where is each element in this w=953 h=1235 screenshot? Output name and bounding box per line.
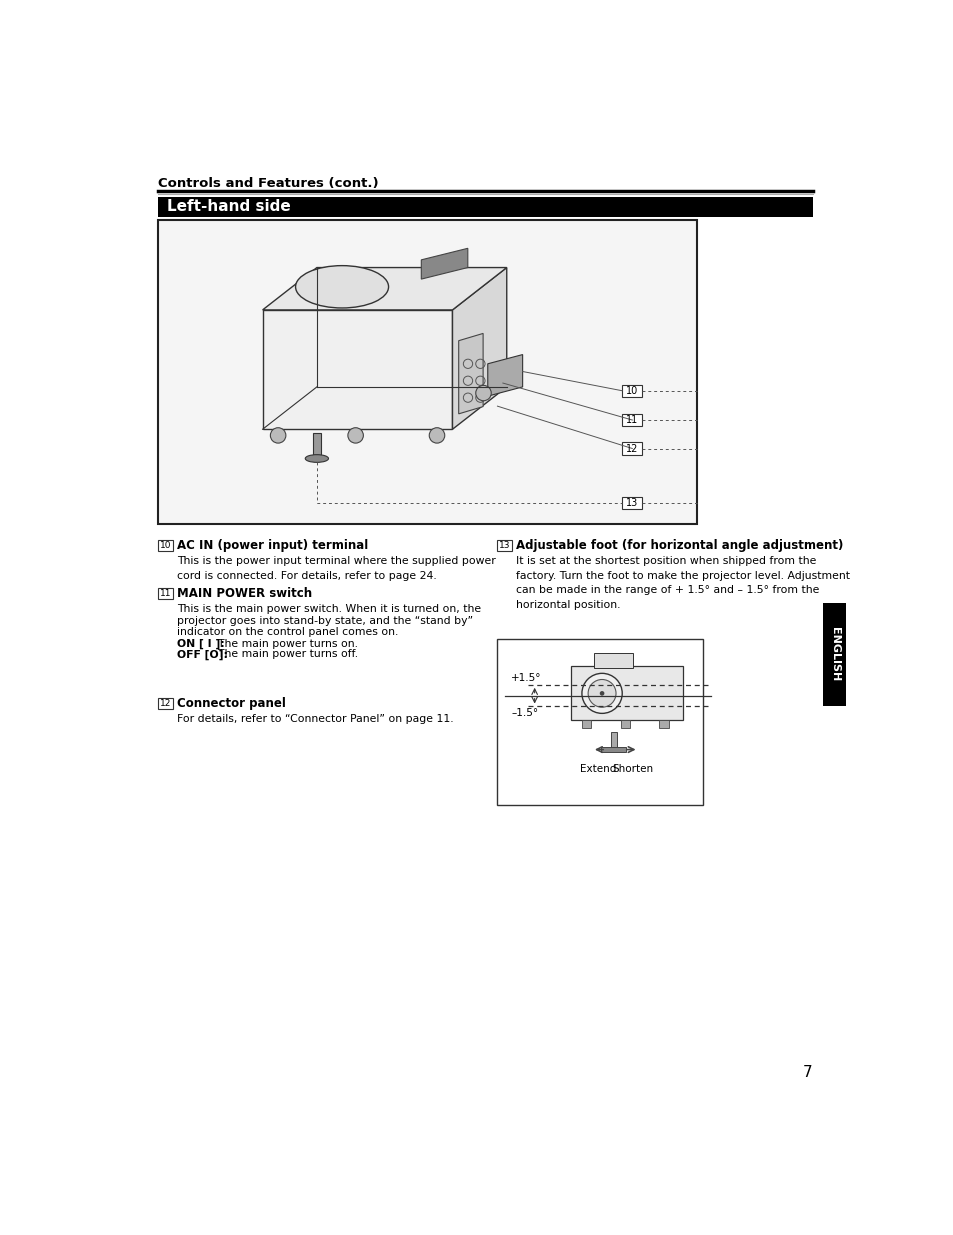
Text: ENGLISH: ENGLISH — [829, 627, 839, 682]
Bar — [158, 698, 172, 709]
Bar — [621, 442, 641, 454]
Bar — [610, 732, 617, 747]
Bar — [621, 414, 641, 426]
Ellipse shape — [305, 454, 328, 462]
Text: The main power turns off.: The main power turns off. — [211, 650, 357, 659]
Text: –1.5°: –1.5° — [511, 708, 537, 718]
Text: Extend: Extend — [579, 764, 616, 774]
Circle shape — [581, 673, 621, 714]
Bar — [158, 196, 812, 216]
Bar — [158, 588, 172, 599]
Text: 12: 12 — [159, 699, 171, 708]
Text: 10: 10 — [625, 385, 638, 395]
Polygon shape — [458, 333, 482, 414]
Text: Controls and Features (cont.): Controls and Features (cont.) — [158, 178, 378, 190]
Text: projector goes into stand-by state, and the “stand by”: projector goes into stand-by state, and … — [176, 615, 473, 626]
Text: Adjustable foot (for horizontal angle adjustment): Adjustable foot (for horizontal angle ad… — [516, 538, 842, 552]
Text: 11: 11 — [625, 415, 638, 425]
Polygon shape — [487, 354, 522, 396]
Text: For details, refer to “Connector Panel” on page 11.: For details, refer to “Connector Panel” … — [176, 714, 453, 724]
Text: MAIN POWER switch: MAIN POWER switch — [176, 587, 312, 600]
Text: indicator on the control panel comes on.: indicator on the control panel comes on. — [176, 627, 397, 637]
Text: This is the main power switch. When it is turned on, the: This is the main power switch. When it i… — [176, 604, 480, 614]
Bar — [659, 720, 668, 727]
Bar — [822, 603, 845, 706]
Bar — [621, 384, 641, 396]
Text: Left-hand side: Left-hand side — [167, 199, 291, 214]
Text: The main power turns on.: The main power turns on. — [211, 638, 357, 648]
Circle shape — [476, 385, 491, 401]
Circle shape — [270, 427, 286, 443]
Text: It is set at the shortest position when shipped from the
factory. Turn the foot : It is set at the shortest position when … — [516, 556, 849, 610]
Text: 11: 11 — [159, 589, 171, 598]
Polygon shape — [452, 268, 506, 430]
Text: AC IN (power input) terminal: AC IN (power input) terminal — [176, 538, 368, 552]
Circle shape — [429, 427, 444, 443]
Bar — [600, 747, 625, 752]
Text: 12: 12 — [625, 443, 638, 453]
Text: Connector panel: Connector panel — [176, 697, 285, 710]
Text: Shorten: Shorten — [612, 764, 653, 774]
Text: This is the power input terminal where the supplied power
cord is connected. For: This is the power input terminal where t… — [176, 556, 495, 580]
Text: 13: 13 — [498, 541, 510, 550]
Polygon shape — [421, 248, 467, 279]
Text: +1.5°: +1.5° — [511, 673, 541, 683]
Text: 10: 10 — [159, 541, 171, 550]
Text: ON [ I ]:: ON [ I ]: — [176, 638, 224, 648]
Bar — [594, 652, 633, 668]
Bar — [620, 720, 629, 727]
Polygon shape — [262, 310, 452, 430]
Bar — [571, 667, 682, 720]
Polygon shape — [262, 268, 506, 310]
Text: 7: 7 — [802, 1065, 812, 1079]
Text: OFF [O]:: OFF [O]: — [176, 650, 228, 659]
Circle shape — [599, 692, 604, 695]
Text: 13: 13 — [625, 498, 638, 508]
Bar — [158, 220, 696, 524]
Circle shape — [348, 427, 363, 443]
Bar — [621, 496, 641, 509]
Bar — [313, 433, 320, 454]
Bar — [497, 640, 702, 805]
Bar — [581, 720, 591, 727]
Bar — [158, 540, 172, 551]
Ellipse shape — [295, 266, 388, 308]
Circle shape — [587, 679, 616, 708]
Bar — [497, 540, 512, 551]
